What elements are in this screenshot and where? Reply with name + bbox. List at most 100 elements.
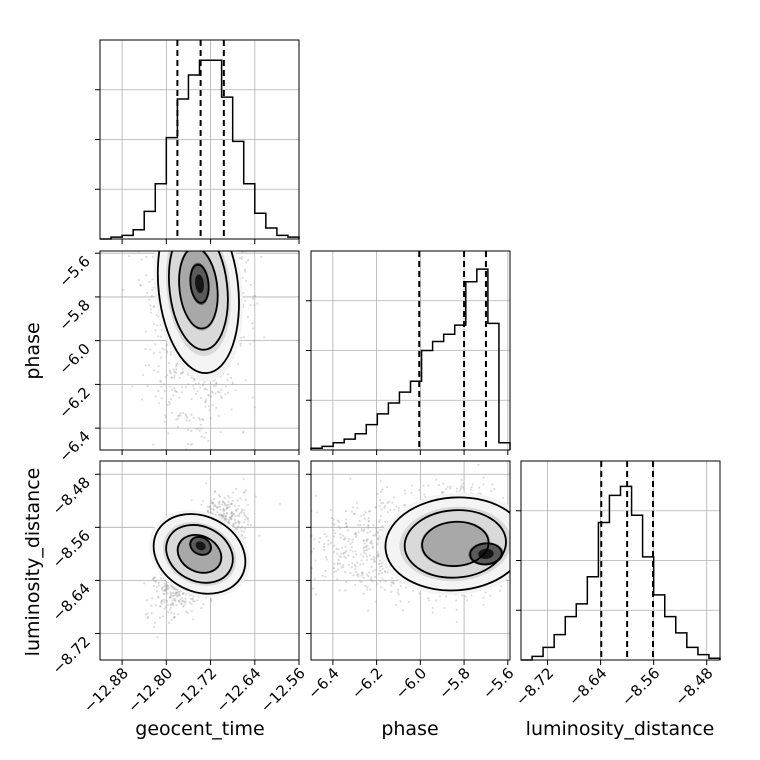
scatter-point [230,512,233,515]
scatter-point [220,200,222,202]
scatter-point [180,602,183,605]
scatter-point [199,423,203,426]
scatter-point [202,247,204,249]
scatter-point [204,387,207,390]
scatter-point [128,254,131,258]
scatter-point [159,335,162,338]
x-tick-label: −12.72 [168,664,220,716]
scatter-point [206,505,209,508]
scatter-point [338,555,341,558]
scatter-point [215,209,217,211]
scatter-point [176,468,178,470]
scatter-point [460,484,463,487]
scatter-point [225,512,228,515]
scatter-point [209,505,212,508]
scatter-point [171,599,174,602]
scatter-point [162,592,165,596]
scatter-point [177,594,180,597]
scatter-point [163,601,166,604]
scatter-point [195,231,197,233]
scatter-point [215,381,218,384]
scatter-point [232,523,235,526]
scatter-point [163,582,166,585]
scatter-point [146,384,149,388]
scatter-point [131,385,134,388]
scatter-point [163,589,167,592]
scatter-point [171,594,174,597]
scatter-point [164,606,167,609]
scatter-point [226,506,229,509]
scatter-point [218,500,221,503]
scatter-point [222,243,224,245]
scatter-point [227,503,230,506]
scatter-point [246,517,249,520]
scatter-point [122,288,125,292]
scatter-point [155,314,158,317]
scatter-point [206,510,209,513]
scatter-point [188,243,190,245]
scatter-point [244,280,247,283]
scatter-point [169,593,173,596]
scatter-point [180,385,183,389]
scatter-point [199,242,201,244]
scatter-point [167,621,171,624]
hist-phase [306,250,511,455]
scatter-point [215,406,218,409]
scatter-point [241,255,244,258]
scatter-point [165,586,168,589]
scatter-point [188,231,190,233]
scatter-point [238,522,241,525]
scatter-point [171,242,173,244]
scatter-point [222,507,225,510]
scatter-point [225,234,227,236]
scatter-point [229,241,231,243]
scatter-point [221,516,224,519]
scatter-point [172,586,175,589]
scatter-point [286,534,288,536]
scatter-point [460,478,463,482]
scatter-point [173,374,176,377]
scatter-point [210,499,213,502]
scatter-point [153,351,156,355]
scatter-point [154,604,157,607]
scatter-point [210,390,214,393]
scatter-point [207,235,209,237]
y-tick-label: −8.48 [49,473,94,518]
x-tick-label: −12.64 [213,664,265,716]
scatter-point [200,427,203,430]
scatter-point [395,505,398,508]
scatter-point [207,394,210,397]
scatter-point [130,224,132,226]
scatter-point [214,190,216,192]
scatter-point [233,518,237,521]
scatter-point [184,385,188,388]
scatter-point [231,381,234,384]
scatter-point [190,499,193,502]
scatter-point [166,404,169,407]
scatter-point [172,587,175,591]
scatter-point [182,592,185,595]
scatter-point [193,387,196,391]
y-tick-label: −5.8 [55,296,93,334]
scatter-point [199,243,201,245]
scatter-point [242,430,245,433]
scatter-point [252,295,255,298]
scatter-point [173,587,176,590]
scatter-point [160,588,163,591]
scatter-point [210,501,214,504]
scatter-point [204,401,207,404]
scatter-point [181,600,184,603]
scatter-point [187,428,190,431]
scatter-point [194,456,196,458]
scatter-point [212,509,215,512]
scatter-point [230,512,233,515]
scatter-point [246,315,249,318]
scatter-point [237,218,239,220]
scatter-point [214,385,217,388]
scatter-point [165,588,168,591]
scatter-point [154,329,157,332]
scatter-point [207,232,209,234]
scatter-point [244,379,247,382]
scatter-point [173,239,175,241]
scatter-point [382,501,385,505]
